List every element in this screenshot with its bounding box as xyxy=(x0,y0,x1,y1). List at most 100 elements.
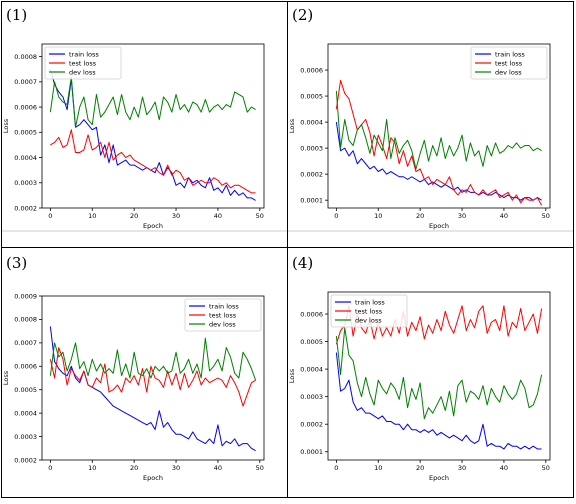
chart-1-xtick-label: 20 xyxy=(130,212,138,220)
chart-3-xtick-label: 10 xyxy=(88,464,96,472)
panel-frame-4 xyxy=(287,247,574,498)
chart-4-xtick-label: 10 xyxy=(374,464,382,472)
chart-1: 0 10 20 30 40 50 0.0002 0.0003 0.0004 0.0005 0.000… xyxy=(2,43,265,230)
panel-label-2: (2) xyxy=(292,6,313,24)
chart-1-ytick-label: 0.0006 xyxy=(14,103,37,111)
chart-3-xtick-label: 20 xyxy=(130,464,138,472)
chart-1-xtick-label: 0 xyxy=(48,212,52,220)
chart-1-axes-frame xyxy=(41,43,265,209)
chart-1-series-train-loss xyxy=(49,69,256,201)
chart-3-ytick-label: 0.0005 xyxy=(14,386,37,394)
chart-1-xtick-label: 40 xyxy=(214,212,222,220)
chart-2-legend-label-test-loss: test loss xyxy=(495,59,523,67)
chart-3-series-dev-loss xyxy=(49,337,257,381)
chart-3-ytick-label: 0.0003 xyxy=(14,433,37,441)
chart-2-legend-label-train-loss: train loss xyxy=(495,50,525,58)
chart-3-ytick-label: 0.0002 xyxy=(14,456,37,464)
chart-2: 0 10 20 30 40 50 0.0001 0.0002 0.0003 0.0004 0.000… xyxy=(288,43,551,230)
chart-2-x-axis-label: Epoch xyxy=(429,222,449,230)
chart-3-xtick-label: 30 xyxy=(172,464,180,472)
chart-4-ytick-label: 0.0006 xyxy=(300,310,323,318)
chart-1-ytick-label: 0.0005 xyxy=(14,129,37,137)
chart-4-xtick-label: 50 xyxy=(542,464,550,472)
chart-2-legend-label-dev-loss: dev loss xyxy=(495,68,522,76)
chart-2-series-test-loss xyxy=(335,79,543,206)
chart-3-axes-frame xyxy=(41,295,265,461)
chart-4-ytick-label: 0.0004 xyxy=(300,365,323,373)
chart-1-legend-label-dev-loss: dev loss xyxy=(69,68,96,76)
chart-2-xtick-label: 0 xyxy=(334,212,338,220)
chart-2-xtick-label: 10 xyxy=(374,212,382,220)
chart-4: 0 10 20 30 40 50 0.0001 0.0002 0.0003 0.0004 0.000… xyxy=(288,291,551,482)
panel-label-3: (3) xyxy=(6,254,27,272)
chart-1-ytick-label: 0.0007 xyxy=(14,78,37,86)
chart-3: 0 10 20 30 40 50 0.0002 0.0003 0.0004 0.0005 0.000… xyxy=(2,292,265,482)
chart-4-legend-box xyxy=(330,294,408,328)
chart-3-y-axis-label: Loss xyxy=(2,370,10,385)
chart-4-ytick-label: 0.0005 xyxy=(300,338,323,346)
chart-4-ytick-label: 0.0003 xyxy=(300,393,323,401)
panel-label-4: (4) xyxy=(292,254,313,272)
chart-4-xtick-label: 40 xyxy=(500,464,508,472)
chart-3-x-axis-label: Epoch xyxy=(143,474,163,482)
chart-3-ytick-label: 0.0008 xyxy=(14,316,37,324)
chart-3-ytick-label: 0.0009 xyxy=(14,292,37,300)
chart-3-ytick-label: 0.0006 xyxy=(14,363,37,371)
chart-3-legend-box xyxy=(184,298,262,332)
chart-2-ytick-label: 0.0002 xyxy=(300,170,323,178)
chart-2-xtick-label: 50 xyxy=(542,212,550,220)
chart-1-xtick-label: 30 xyxy=(172,212,180,220)
chart-2-legend-box xyxy=(470,46,548,80)
chart-1-legend-label-test-loss: test loss xyxy=(69,59,97,67)
chart-1-ytick-label: 0.0002 xyxy=(14,204,37,212)
chart-2-ytick-label: 0.0005 xyxy=(300,92,323,100)
chart-4-x-axis-label: Epoch xyxy=(429,474,449,482)
chart-1-legend-label-train-loss: train loss xyxy=(69,50,99,58)
chart-3-xtick-label: 40 xyxy=(214,464,222,472)
chart-1-ytick-label: 0.0003 xyxy=(14,179,37,187)
chart-2-ytick-label: 0.0004 xyxy=(300,118,323,126)
chart-1-xtick-label: 10 xyxy=(88,212,96,220)
chart-4-xtick-label: 20 xyxy=(416,464,424,472)
chart-2-series-dev-loss xyxy=(335,90,542,170)
chart-2-xtick-label: 20 xyxy=(416,212,424,220)
chart-3-xtick-label: 0 xyxy=(48,464,52,472)
chart-1-ytick-label: 0.0008 xyxy=(14,53,37,61)
chart-2-ytick-label: 0.0001 xyxy=(300,196,323,204)
chart-1-y-axis-label: Loss xyxy=(2,118,10,133)
chart-2-axes-frame xyxy=(327,43,551,209)
chart-4-xtick-label: 0 xyxy=(334,464,338,472)
chart-4-xtick-label: 30 xyxy=(458,464,466,472)
chart-2-series-train-loss xyxy=(335,122,542,201)
chart-3-legend-label-train-loss: train loss xyxy=(209,302,239,310)
chart-4-legend-label-train-loss: train loss xyxy=(355,298,385,306)
chart-4-legend-label-test-loss: test loss xyxy=(355,307,383,315)
chart-3-xtick-label: 50 xyxy=(256,464,264,472)
chart-3-ytick-label: 0.0007 xyxy=(14,339,37,347)
chart-3-ytick-label: 0.0004 xyxy=(14,409,37,417)
chart-2-ytick-label: 0.0003 xyxy=(300,144,323,152)
chart-1-ytick-label: 0.0004 xyxy=(14,154,37,162)
panel-label-1: (1) xyxy=(6,6,27,24)
chart-2-xtick-label: 40 xyxy=(500,212,508,220)
charts-layer: 0 10 20 30 40 50 0.0002 0.0003 0.0004 0.0005 0.000… xyxy=(2,43,551,482)
chart-1-xtick-label: 50 xyxy=(256,212,264,220)
chart-4-legend-label-dev-loss: dev loss xyxy=(355,316,382,324)
chart-4-axes-frame xyxy=(327,291,551,461)
chart-1-x-axis-label: Epoch xyxy=(143,222,163,230)
chart-2-ytick-label: 0.0006 xyxy=(300,66,323,74)
chart-4-series-dev-loss xyxy=(335,327,543,420)
chart-1-series-test-loss xyxy=(50,129,256,194)
chart-3-legend-label-test-loss: test loss xyxy=(209,311,237,319)
chart-1-series-dev-loss xyxy=(49,76,256,128)
chart-4-ytick-label: 0.0001 xyxy=(300,448,323,456)
chart-4-ytick-label: 0.0002 xyxy=(300,420,323,428)
chart-1-legend-box xyxy=(44,46,122,80)
chart-2-xtick-label: 30 xyxy=(458,212,466,220)
